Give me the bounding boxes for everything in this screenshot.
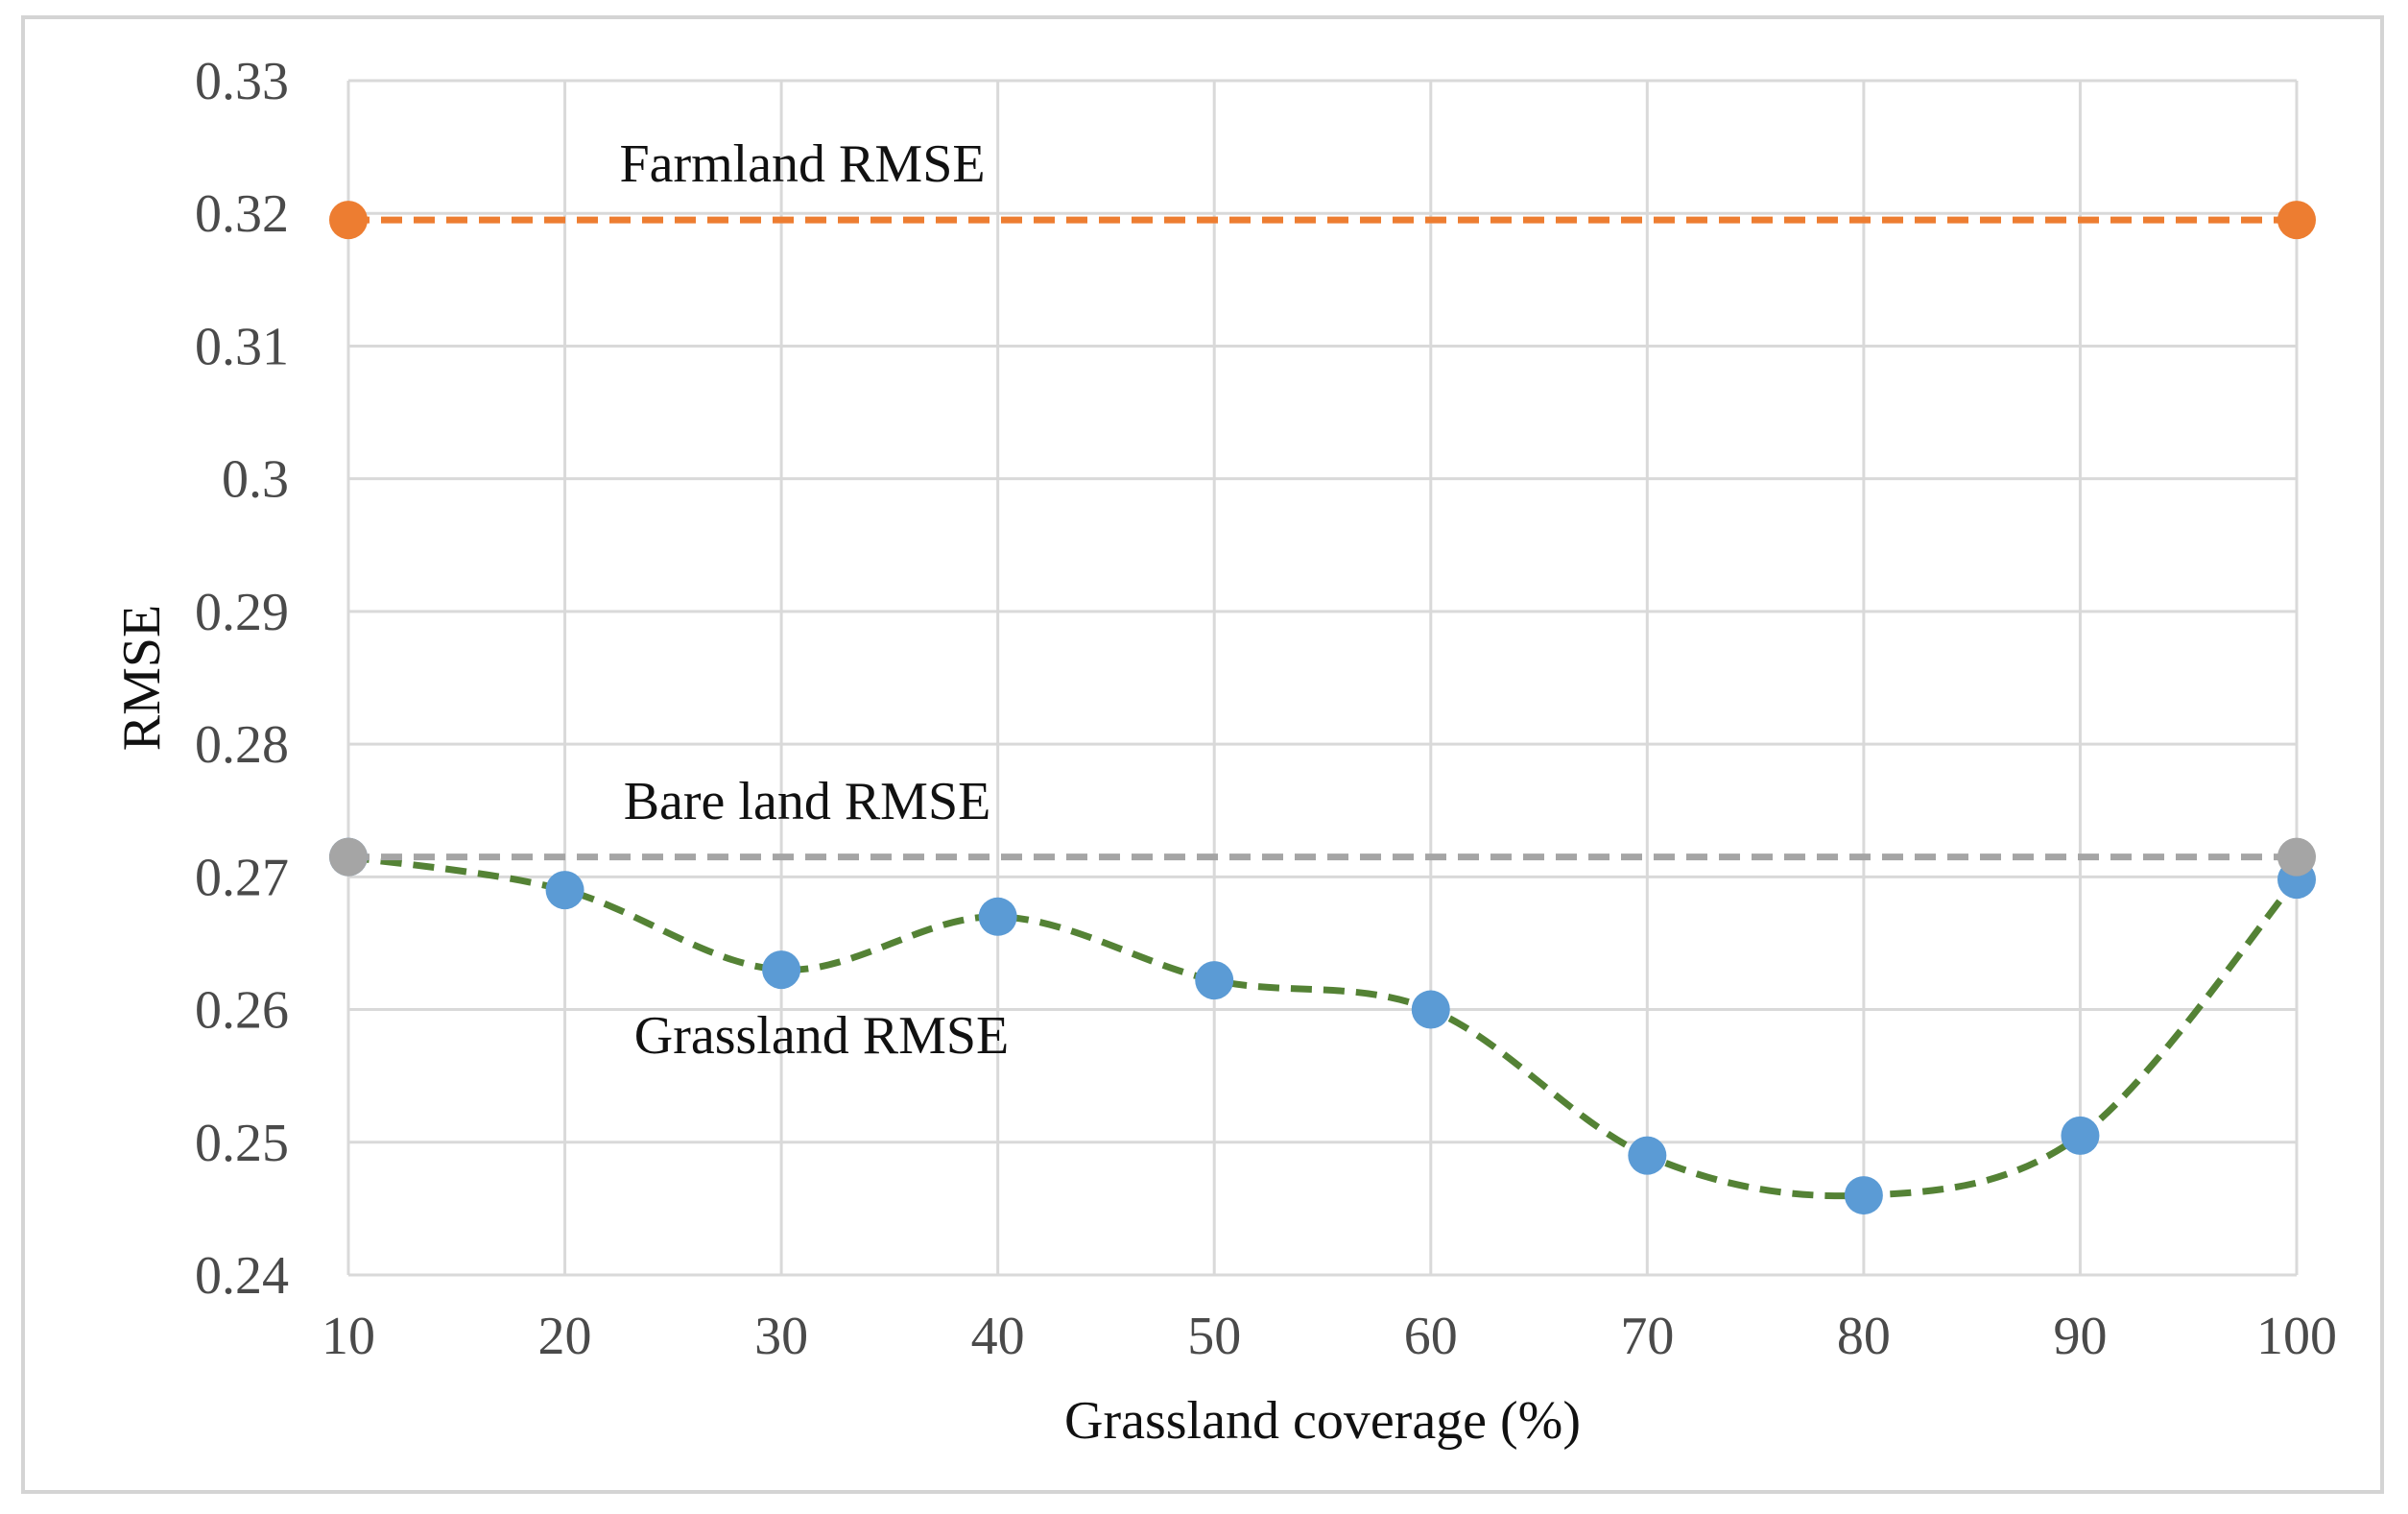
y-tick-label: 0.32	[195, 184, 289, 244]
bare-land-rmse-marker	[329, 837, 368, 877]
gridlines	[346, 79, 2299, 1277]
grassland-rmse-marker	[545, 871, 584, 910]
y-tick-label: 0.3	[222, 450, 289, 510]
x-axis-title: Grassland coverage (%)	[1064, 1391, 1581, 1451]
x-tick-label: 10	[322, 1307, 375, 1366]
x-axis-ticks: 10 20 30 40 50 60 70 80 90 100	[322, 1307, 2337, 1366]
farmland-rmse-marker	[2277, 201, 2316, 240]
x-tick-label: 70	[1620, 1307, 1674, 1366]
x-tick-label: 50	[1187, 1307, 1241, 1366]
y-tick-label: 0.33	[195, 52, 289, 111]
y-axis-ticks: 0.24 0.25 0.26 0.27 0.28 0.29 0.3 0.31 0.32 0.33	[195, 52, 289, 1306]
grassland-rmse-marker	[1411, 990, 1450, 1029]
x-tick-label: 40	[971, 1307, 1025, 1366]
x-tick-label: 30	[754, 1307, 808, 1366]
series-lines	[347, 216, 2300, 1200]
y-tick-label: 0.26	[195, 981, 289, 1041]
y-tick-label: 0.31	[195, 317, 289, 376]
x-tick-label: 60	[1404, 1307, 1458, 1366]
grassland-rmse-marker	[762, 950, 801, 990]
rmse-line-chart: 0.240.250.260.270.280.290.30.310.320.33 …	[112, 52, 2337, 1451]
grassland-rmse-marker	[1844, 1176, 1883, 1215]
x-tick-label: 20	[538, 1307, 592, 1366]
annotation-label: Bare land RMSE	[624, 772, 991, 831]
chart-frame: 0.24 0.25 0.26 0.27 0.28 0.29 0.3 0.31 0.32 0.33 …	[21, 15, 2384, 1494]
y-tick-label: 0.27	[195, 848, 289, 907]
x-tick-label: 80	[1837, 1307, 1891, 1366]
annotation-label: Grassland RMSE	[634, 1006, 1009, 1066]
grassland-rmse-marker	[2061, 1116, 2100, 1155]
series-markers	[329, 201, 2316, 1215]
y-tick-label: 0.28	[195, 715, 289, 775]
y-tick-label: 0.25	[195, 1114, 289, 1173]
grassland-rmse-marker	[1195, 961, 1234, 1000]
grassland-rmse-marker	[1628, 1136, 1667, 1175]
y-axis-title: RMSE	[112, 605, 172, 752]
y-tick-label: 0.29	[195, 583, 289, 642]
x-tick-label: 100	[2256, 1307, 2337, 1366]
annotation-label: Farmland RMSE	[619, 134, 985, 194]
y-tick-label: 0.24	[195, 1246, 289, 1306]
x-tick-label: 90	[2053, 1307, 2107, 1366]
bare-land-rmse-marker	[2277, 837, 2316, 877]
series-annotations: Farmland RMSE Bare land RMSE Grassland RMS…	[619, 134, 1009, 1066]
farmland-rmse-marker	[329, 201, 368, 240]
grassland-rmse-marker	[978, 897, 1017, 936]
grassland-rmse-line	[347, 853, 2300, 1200]
